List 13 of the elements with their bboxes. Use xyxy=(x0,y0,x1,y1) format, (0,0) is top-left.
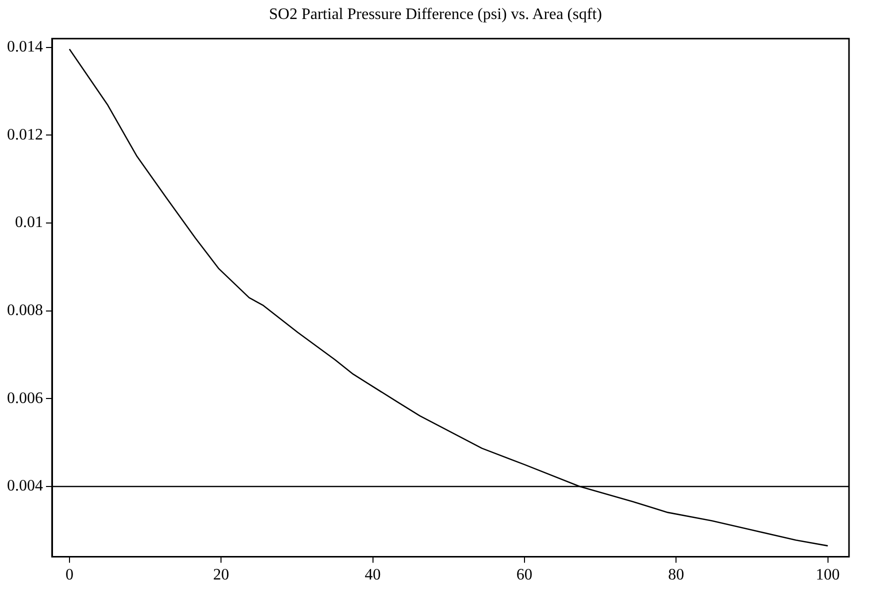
x-tick-label: 60 xyxy=(516,566,532,584)
y-tick-label: 0.004 xyxy=(7,478,43,495)
y-tick-label: 0.012 xyxy=(7,126,43,144)
y-tick-label: 0.008 xyxy=(7,302,43,320)
y-tick-label: 0.006 xyxy=(7,390,43,407)
y-tick-label: 0.014 xyxy=(7,38,43,56)
y-tick-label: 0.01 xyxy=(15,214,43,232)
x-tick-label: 0 xyxy=(65,566,74,584)
x-tick-label: 40 xyxy=(364,566,381,584)
x-tick-label: 20 xyxy=(213,566,230,584)
x-tick-label: 80 xyxy=(668,566,684,584)
chart-title: SO2 Partial Pressure Difference (psi) vs. Area (sqft) xyxy=(268,6,603,24)
x-tick-label: 100 xyxy=(816,566,840,584)
